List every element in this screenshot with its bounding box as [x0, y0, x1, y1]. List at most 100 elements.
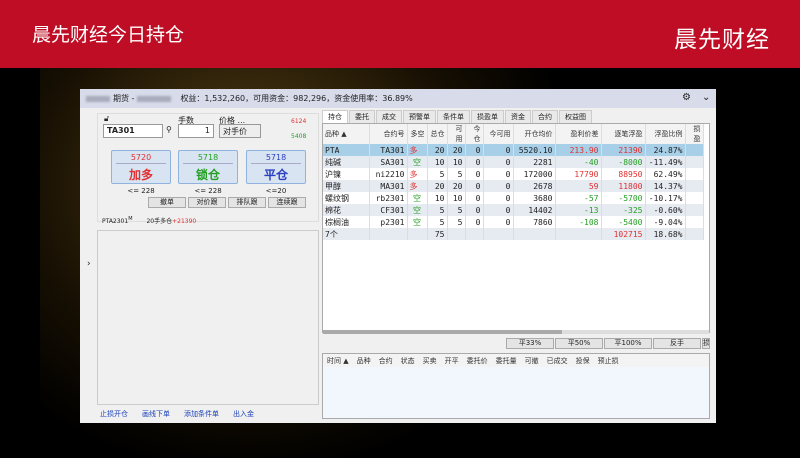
- order-column-header[interactable]: 已成交: [546, 357, 568, 365]
- close-position-button[interactable]: 5718 平仓: [246, 150, 306, 184]
- column-header[interactable]: 损盈: [685, 124, 704, 144]
- tab-6[interactable]: 资金: [505, 110, 531, 123]
- order-column-header[interactable]: 开平: [444, 357, 459, 365]
- cancel-order-button[interactable]: 撤单: [148, 197, 186, 208]
- tab-2[interactable]: 成交: [376, 110, 402, 123]
- column-header[interactable]: 今可用: [483, 124, 514, 144]
- table-row[interactable]: 沪镍 ni2210 多 5 5 0 0 172000 17790 88950 62.49%: [323, 168, 704, 180]
- close-100-button[interactable]: 平100%: [604, 338, 652, 349]
- column-header[interactable]: 总仓: [427, 124, 448, 144]
- lock-icon[interactable]: 🔓︎: [104, 114, 110, 123]
- order-column-header[interactable]: 品种: [356, 357, 371, 365]
- price-type-select[interactable]: 对手价: [219, 124, 261, 138]
- table-row[interactable]: PTA TA301 多 20 20 0 0 5520.10 213.90 21390 24.87%: [323, 144, 704, 156]
- table-cell: PTA: [323, 144, 370, 156]
- order-column-header[interactable]: 委托量: [495, 357, 517, 365]
- column-header[interactable]: 逐笔浮盈: [601, 124, 646, 144]
- column-header[interactable]: 浮盈比例: [645, 124, 686, 144]
- tab-4[interactable]: 条件单: [437, 110, 470, 123]
- table-cell: [685, 228, 704, 240]
- table-row[interactable]: 棉花 CF301 空 5 5 0 0 14402 -13 -325 -0.60%: [323, 204, 704, 216]
- tab-7[interactable]: 合约: [532, 110, 558, 123]
- table-cell: 多: [407, 168, 428, 180]
- orders-table: 时间 ▲ 品种 合约 状态 买卖 开平 委托价 委托量 可撤 已成交 投保 预止损: [322, 353, 710, 419]
- column-header[interactable]: 今仓: [465, 124, 484, 144]
- table-cell: 空: [407, 216, 428, 228]
- close-33-button[interactable]: 平33%: [506, 338, 554, 349]
- tab-3[interactable]: 预警单: [403, 110, 436, 123]
- symbol-input[interactable]: TA301: [103, 124, 163, 138]
- limit-text: <=20: [265, 187, 287, 195]
- table-cell: 0: [465, 192, 484, 204]
- table-cell: 14.37%: [645, 180, 686, 192]
- table-row[interactable]: 棕榈油 p2301 空 5 5 0 0 7860 -108 -5400 -9.04%: [323, 216, 704, 228]
- order-column-header[interactable]: 状态: [400, 357, 415, 365]
- table-cell: 沪镍: [323, 168, 370, 180]
- continuous-follow-button[interactable]: 连续跟: [268, 197, 306, 208]
- table-cell: -10.17%: [645, 192, 686, 204]
- tab-1[interactable]: 委托: [349, 110, 375, 123]
- tab-5[interactable]: 损盈单: [471, 110, 504, 123]
- column-header[interactable]: 合约号: [369, 124, 408, 144]
- line-order-link[interactable]: 画线下单: [142, 410, 170, 418]
- table-cell: 102715: [601, 228, 646, 240]
- order-column-header[interactable]: 预止损: [597, 357, 619, 365]
- stop-loss-open-link[interactable]: 止损开仓: [100, 410, 128, 418]
- table-cell: [555, 228, 602, 240]
- table-cell: 0: [465, 144, 484, 156]
- order-column-header[interactable]: 委托价: [466, 357, 488, 365]
- minimize-icon[interactable]: ⌄: [702, 92, 711, 103]
- stop-profit-button[interactable]: 损盈: [702, 338, 710, 349]
- table-cell: -325: [601, 204, 646, 216]
- table-cell: [513, 228, 556, 240]
- table-cell: 0: [483, 144, 514, 156]
- expand-arrow-icon[interactable]: ›: [87, 259, 91, 269]
- tab-0[interactable]: 持仓: [322, 110, 348, 123]
- table-cell: 17790: [555, 168, 602, 180]
- tab-8[interactable]: 权益图: [559, 110, 592, 123]
- table-cell: 0: [483, 204, 514, 216]
- account-summary: 权益：1,532,260，可用资金：982,296，资金使用率：36.89%: [180, 94, 413, 103]
- gear-icon[interactable]: ⚙: [682, 92, 691, 103]
- reverse-button[interactable]: 反手: [653, 338, 701, 349]
- table-cell: 5: [427, 216, 448, 228]
- column-header[interactable]: 开仓均价: [513, 124, 556, 144]
- table-row[interactable]: 7个 75 102715 18.68%: [323, 228, 704, 240]
- table-cell: 5520.10: [513, 144, 556, 156]
- column-header[interactable]: 多空: [407, 124, 428, 144]
- column-header[interactable]: 可用: [447, 124, 466, 144]
- queue-follow-button[interactable]: 排队跟: [228, 197, 266, 208]
- column-header[interactable]: 品种 ▲: [323, 124, 370, 144]
- add-condition-order-link[interactable]: 添加条件单: [184, 410, 219, 418]
- table-cell: TA301: [369, 144, 408, 156]
- order-column-header[interactable]: 投保: [575, 357, 590, 365]
- order-column-header[interactable]: 买卖: [422, 357, 437, 365]
- table-cell: 75: [427, 228, 448, 240]
- table-cell: 多: [407, 180, 428, 192]
- table-row[interactable]: 纯碱 SA301 空 10 10 0 0 2281 -40 -8000 -11.49%: [323, 156, 704, 168]
- horizontal-scrollbar[interactable]: [323, 330, 709, 334]
- table-row[interactable]: 螺纹钢 rb2301 空 10 10 0 0 3680 -57 -5700 -10.17%: [323, 192, 704, 204]
- counter-follow-button[interactable]: 对价跟: [188, 197, 226, 208]
- table-cell: 7860: [513, 216, 556, 228]
- order-column-header[interactable]: 时间 ▲: [327, 357, 349, 365]
- lock-position-button[interactable]: 5718 锁仓: [178, 150, 238, 184]
- close-50-button[interactable]: 平50%: [555, 338, 603, 349]
- account-bar: 期货 - 权益：1,532,260，可用资金：982,296，资金使用率：36.…: [80, 89, 716, 108]
- order-column-header[interactable]: 可撤: [524, 357, 539, 365]
- chart-area: [97, 230, 319, 405]
- table-cell: 空: [407, 192, 428, 204]
- table-cell: 5: [427, 204, 448, 216]
- table-cell: 20: [427, 180, 448, 192]
- buy-long-button[interactable]: 5720 加多: [111, 150, 171, 184]
- order-column-header[interactable]: 合约: [378, 357, 393, 365]
- banner: 晨先财经今日持仓 晨先财经: [0, 0, 800, 68]
- table-cell: 20: [447, 144, 466, 156]
- table-cell: 88950: [601, 168, 646, 180]
- search-icon[interactable]: ⚲: [166, 125, 172, 134]
- column-header[interactable]: 盈利价差: [555, 124, 602, 144]
- price-label[interactable]: 价格 ...: [219, 116, 246, 125]
- table-row[interactable]: 甲醇 MA301 多 20 20 0 0 2678 59 11800 14.37%: [323, 180, 704, 192]
- deposit-withdraw-link[interactable]: 出入金: [233, 410, 254, 418]
- lots-stepper[interactable]: 1: [178, 124, 214, 138]
